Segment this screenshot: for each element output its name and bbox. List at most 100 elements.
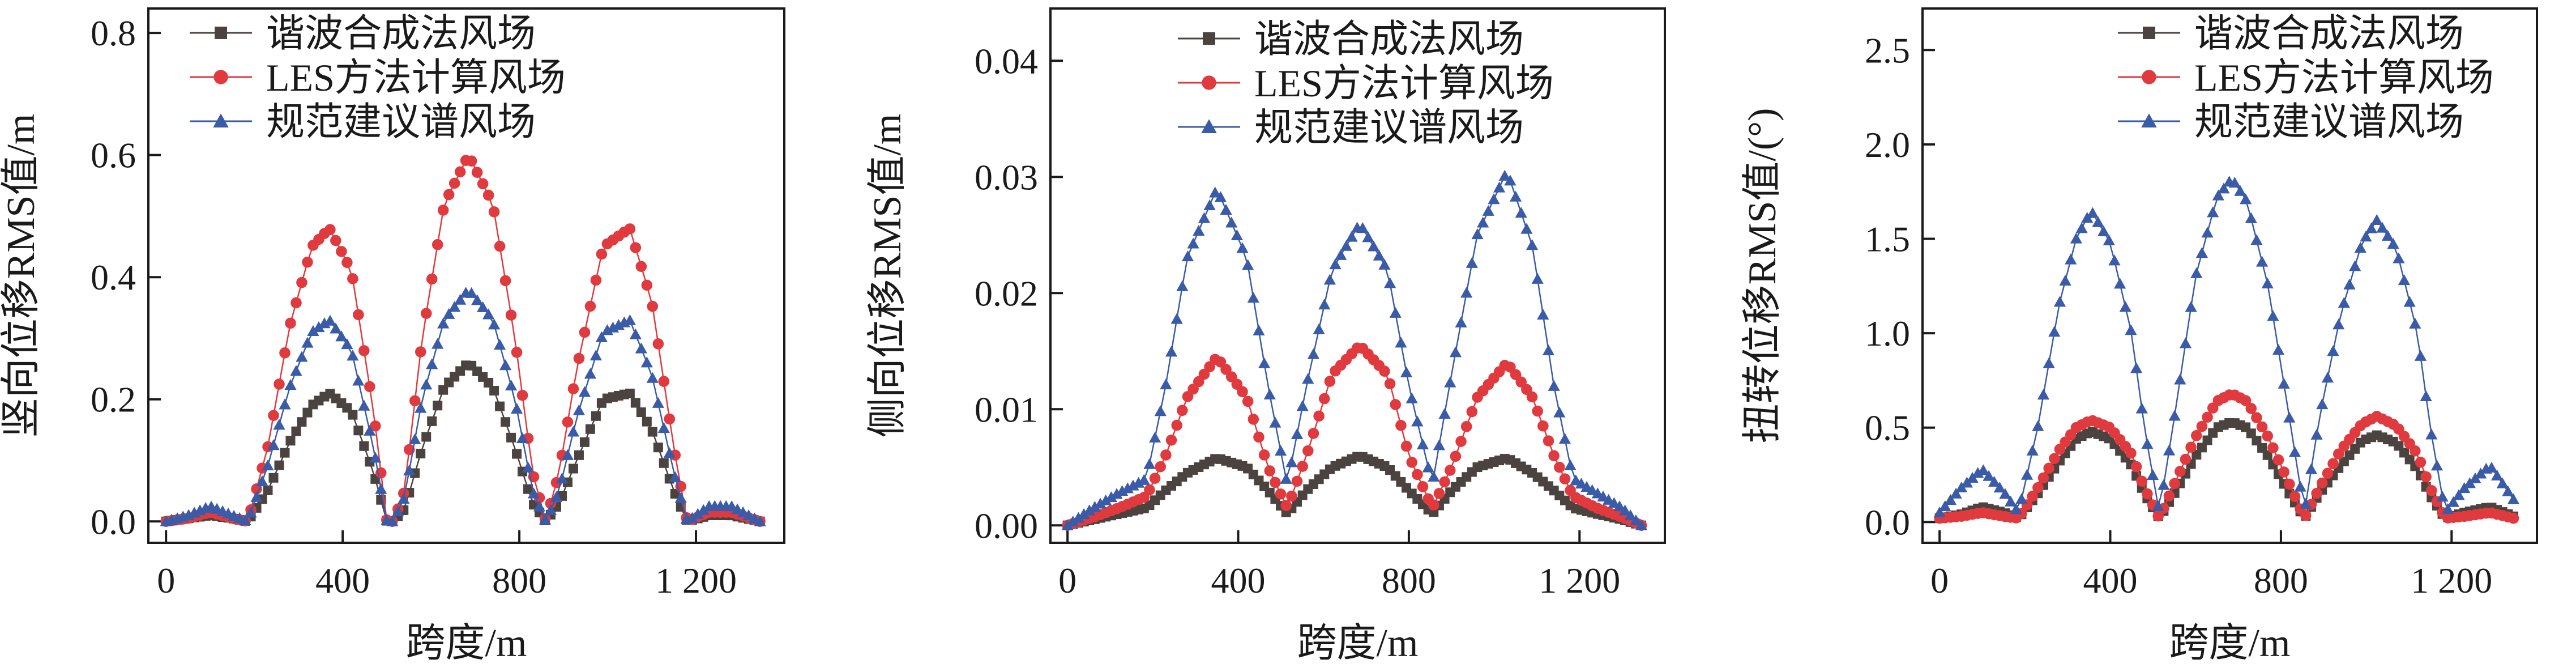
legend-item: 规范建议谱风场 [190,100,536,143]
data-point [568,463,578,474]
data-point [652,397,664,408]
data-point [454,166,466,178]
data-point [1308,428,1319,439]
data-point [2142,488,2153,500]
data-point [670,489,680,499]
series-triangle [1061,169,1648,530]
data-point [2370,214,2383,225]
data-point [2376,222,2389,233]
x-tick-label: 1 200 [2411,560,2492,601]
data-point [448,177,460,189]
data-point [2485,461,2498,473]
data-point [1318,298,1331,310]
data-point [443,308,455,319]
data-point [2037,472,2049,484]
data-point [2108,254,2121,266]
data-point [1379,365,1390,377]
data-point [1531,273,1544,284]
data-point [1509,190,1522,202]
data-point [324,314,336,326]
data-point [2152,500,2164,511]
data-point [437,317,450,329]
data-point [1225,216,1238,228]
data-point [505,309,517,321]
data-point [2169,478,2180,490]
data-point [1160,378,1172,390]
data-point [1270,476,1281,488]
data-point [2507,512,2519,524]
data-point [2228,176,2241,188]
data-point [754,515,766,526]
data-point [697,504,710,515]
series-circle [1062,342,1647,531]
data-point [285,436,296,446]
data-point [561,449,574,460]
x-tick-label: 1 200 [1539,560,1620,601]
data-point [409,433,421,444]
data-point [646,372,659,383]
data-point [2130,362,2143,373]
data-point [1630,514,1642,525]
data-point [2246,428,2256,439]
data-point [512,449,522,459]
y-tick-label: 2.5 [1865,30,1910,70]
legend-item: LES方法计算风场 [1178,62,1554,105]
data-point [523,484,533,494]
data-point [2447,496,2460,507]
data-point [657,422,670,433]
data-point [2053,296,2066,307]
y-tick-label: 0.04 [975,41,1038,81]
data-point [2097,225,2110,236]
data-point [2163,444,2176,456]
legend-marker [2141,113,2157,127]
data-point [1094,497,1107,509]
data-point [2262,450,2272,460]
data-point [1286,490,1297,502]
data-point [352,375,365,386]
data-point [280,448,290,458]
data-point [1236,242,1249,253]
data-point [2119,301,2131,312]
data-point [1406,457,1417,468]
data-point [284,379,297,390]
data-point [432,239,443,250]
data-point [1302,373,1314,384]
data-point [2436,491,2449,502]
data-point [2163,490,2175,502]
data-point [1543,435,1554,446]
data-point [1105,491,1117,503]
data-point [556,473,569,484]
data-point [1428,470,1440,482]
data-point [2322,467,2334,479]
data-point [635,342,647,354]
data-point [1444,376,1456,388]
data-point [1144,484,1155,496]
series-circle [160,155,766,527]
data-point [2284,478,2295,490]
data-point [1515,207,1527,218]
data-point [1138,474,1150,485]
data-point [1564,459,1577,470]
data-point [1548,450,1560,462]
data-point [415,402,427,413]
legend-item: LES方法计算风场 [2118,56,2494,99]
x-tick-label: 0 [157,560,175,601]
data-point [1116,485,1129,496]
series-layer [160,155,766,527]
y-tick-label: 2.0 [1865,125,1910,165]
data-point [1181,250,1194,262]
data-point [1313,323,1325,334]
data-point [1983,470,1995,481]
data-point [2202,411,2213,423]
data-point [1275,488,1287,500]
data-point [2125,448,2137,459]
data-point [1559,473,1571,484]
data-point [1439,476,1450,488]
data-point [511,347,523,358]
legend-marker [2143,27,2155,39]
data-point [686,512,698,523]
series-line [1939,181,2514,513]
data-point [510,403,523,414]
y-tick-label: 0.8 [91,13,136,53]
data-point [1493,181,1506,193]
